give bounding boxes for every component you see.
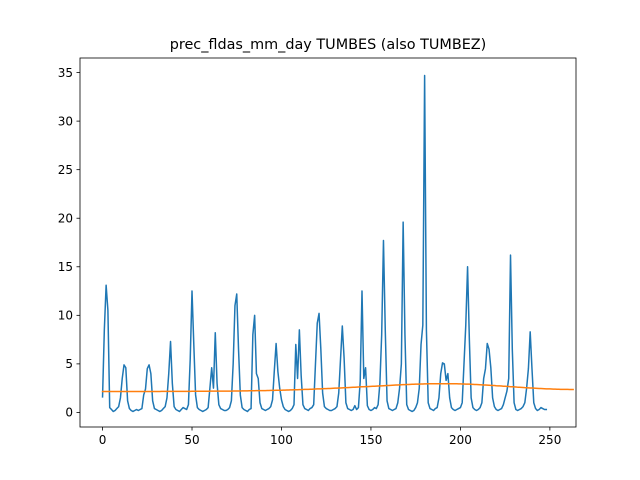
x-tick-label: 250 xyxy=(538,433,561,447)
x-tick-label: 100 xyxy=(270,433,293,447)
x-tick-label: 0 xyxy=(99,433,107,447)
y-tick-label: 25 xyxy=(58,163,73,177)
y-tick-label: 0 xyxy=(65,406,73,420)
y-tick-label: 5 xyxy=(65,357,73,371)
x-tick-label: 150 xyxy=(359,433,382,447)
x-tick-label: 50 xyxy=(184,433,199,447)
y-tick-label: 30 xyxy=(58,114,73,128)
y-tick-label: 15 xyxy=(58,260,73,274)
series-line-1 xyxy=(101,74,548,413)
y-tick-label: 10 xyxy=(58,309,73,323)
plot-frame xyxy=(79,57,577,428)
series-line-2 xyxy=(101,382,574,393)
x-tick-label: 200 xyxy=(449,433,472,447)
y-tick-label: 20 xyxy=(58,212,73,226)
series-layer xyxy=(101,74,574,413)
chart-title: prec_fldas_mm_day TUMBES (also TUMBEZ) xyxy=(170,37,487,53)
y-tick-label: 35 xyxy=(58,66,73,80)
axes-layer: 0 50 100 150 200 250 0 5 10 15 20 25 30 35 xyxy=(58,57,577,447)
